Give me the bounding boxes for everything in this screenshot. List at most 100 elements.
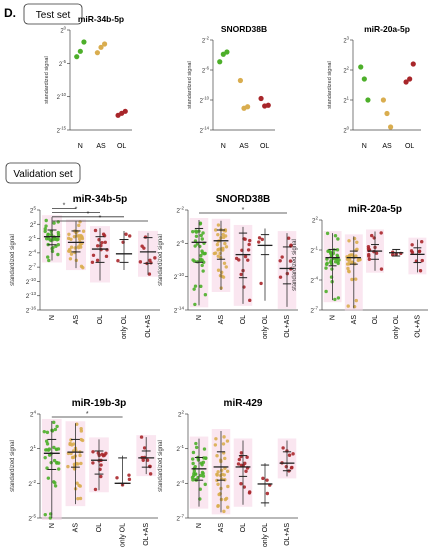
data-point [99, 463, 103, 467]
data-point [127, 473, 131, 477]
data-point [91, 461, 95, 465]
data-point [388, 124, 394, 130]
data-point [91, 450, 95, 454]
data-point [75, 481, 79, 485]
y-axis-label: standardized signal [10, 440, 16, 492]
data-point [247, 242, 251, 247]
data-point [367, 252, 371, 257]
data-point [195, 242, 200, 246]
data-point [336, 261, 340, 266]
data-point [220, 270, 224, 275]
y-axis-label: standardized signal [158, 234, 164, 286]
data-point [194, 230, 199, 234]
data-point [199, 473, 203, 478]
significance-star: * [242, 207, 245, 214]
data-point [216, 482, 220, 486]
data-point [193, 244, 197, 248]
data-point [52, 458, 57, 463]
data-point [43, 227, 47, 231]
data-point [222, 435, 226, 439]
data-point [80, 438, 85, 443]
x-tick-label: only OL [121, 315, 128, 339]
data-point [153, 256, 157, 260]
x-tick-label: OL [96, 523, 103, 532]
data-point [410, 250, 415, 255]
data-point [192, 287, 196, 291]
x-tick-label: only OL [393, 315, 400, 339]
y-tick-label: 2-14 [200, 126, 210, 135]
data-point [280, 255, 284, 259]
x-tick-label: N [196, 523, 203, 528]
data-point [199, 284, 203, 289]
data-point [223, 497, 228, 502]
data-point [191, 450, 196, 455]
y-tick-label: 21 [30, 444, 37, 453]
data-point [71, 442, 76, 446]
y-tick-label: 2-10 [57, 92, 67, 101]
y-tick-label: 2-5 [28, 514, 36, 523]
y-tick-label: 2-10 [200, 96, 210, 105]
data-point [330, 280, 334, 284]
data-point [369, 233, 374, 238]
data-point [44, 448, 48, 452]
data-point [69, 252, 74, 256]
data-point [66, 464, 70, 469]
data-point [145, 458, 150, 462]
data-point [214, 437, 218, 441]
data-point [194, 445, 199, 450]
x-tick-label: AS [218, 523, 225, 533]
data-point [138, 260, 143, 264]
data-point [243, 461, 247, 466]
data-point [420, 240, 424, 244]
data-point [216, 470, 220, 474]
data-point [407, 76, 413, 82]
y-tick-label: 2-13 [26, 291, 37, 300]
data-point [222, 509, 226, 514]
data-point [291, 452, 295, 456]
validation-set-box [5, 162, 81, 184]
data-point [67, 247, 72, 252]
data-point [324, 262, 329, 267]
x-tick-label: OL+AS [284, 523, 291, 546]
data-point [213, 228, 218, 232]
data-point [200, 463, 204, 467]
data-point [347, 239, 351, 243]
y-tick-label: 2-1 [310, 246, 318, 255]
test-set-label: Test set [36, 10, 71, 21]
data-point [75, 422, 79, 426]
data-point [53, 427, 58, 432]
data-point [200, 263, 204, 268]
data-point [216, 232, 220, 237]
data-point [68, 442, 72, 447]
data-point [354, 277, 358, 281]
data-point [243, 237, 247, 241]
y-tick-label: 2-7 [28, 263, 36, 272]
data-point [333, 234, 338, 238]
data-point [265, 478, 269, 482]
data-point [45, 430, 50, 435]
data-point [281, 446, 285, 450]
data-point [74, 54, 80, 60]
data-point [324, 266, 328, 270]
y-tick-label: 2-6 [202, 66, 210, 75]
data-point [191, 474, 196, 478]
data-point [44, 224, 48, 228]
chart-panel-7: miR-19b-3p 24 21 2-2 2-5 standardized signal N… [10, 398, 158, 547]
data-point [237, 457, 242, 462]
data-point [418, 269, 423, 273]
data-point [350, 253, 354, 257]
data-point [77, 48, 83, 54]
data-point [265, 491, 270, 496]
data-point [278, 259, 282, 263]
data-point [102, 41, 108, 47]
data-point [147, 272, 152, 276]
x-tick-label: OL [97, 315, 104, 324]
data-point [95, 244, 100, 248]
data-point [48, 238, 53, 242]
data-point [53, 484, 58, 488]
data-point [91, 253, 96, 258]
data-point [52, 221, 56, 225]
y-tick-label: 20 [343, 126, 349, 135]
y-axis-label: standardized signal [10, 234, 16, 286]
data-point [127, 477, 132, 482]
